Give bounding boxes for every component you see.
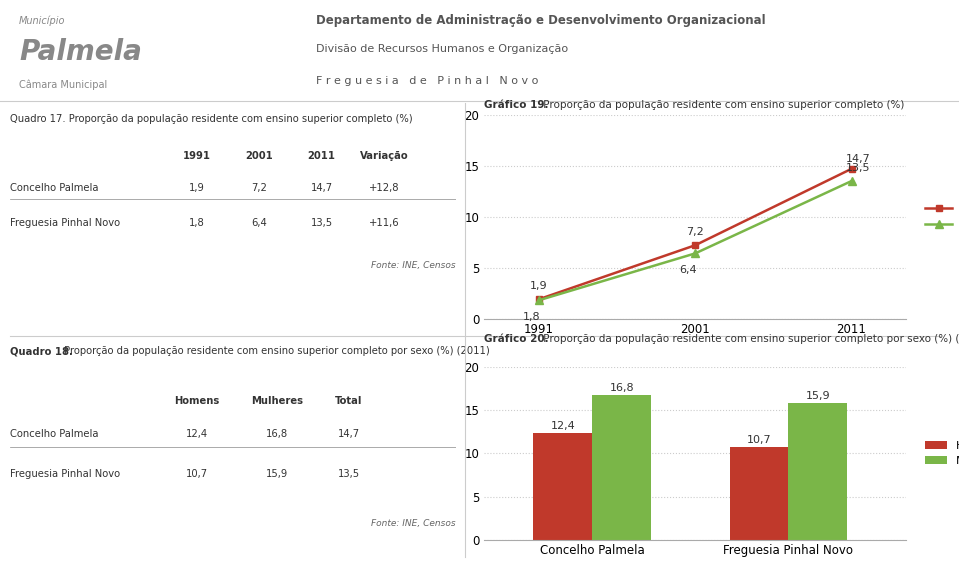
Bar	[593, 395, 651, 540]
Text: 16,8: 16,8	[609, 383, 634, 393]
Text: 13,5: 13,5	[311, 218, 333, 228]
Text: Concelho Palmela: Concelho Palmela	[10, 183, 98, 193]
Text: 16,8: 16,8	[266, 429, 289, 439]
Bar	[788, 403, 848, 540]
Text: 14,7: 14,7	[846, 154, 871, 164]
Text: 12,4: 12,4	[186, 429, 208, 439]
Text: Fonte: INE, Censos: Fonte: INE, Censos	[371, 261, 456, 270]
Text: 13,5: 13,5	[338, 470, 360, 479]
Concelho Palmela	[533, 296, 545, 302]
Text: Concelho Palmela: Concelho Palmela	[10, 429, 98, 439]
Text: 10,7: 10,7	[747, 435, 771, 445]
Text: 10,7: 10,7	[186, 470, 208, 479]
Text: F r e g u e s i a   d e   P i n h a l   N o v o: F r e g u e s i a d e P i n h a l N o v …	[316, 76, 539, 86]
Text: Proporção da população residente com ensino superior completo (%): Proporção da população residente com ens…	[540, 100, 904, 110]
Text: 14,7: 14,7	[338, 429, 360, 439]
Text: 14,7: 14,7	[311, 183, 333, 193]
Text: 2011: 2011	[308, 151, 336, 161]
Text: 1,9: 1,9	[530, 281, 548, 292]
Legend: Concelho Palmela, Freguesia Pinhal Novo: Concelho Palmela, Freguesia Pinhal Novo	[921, 199, 959, 234]
Legend: Homens, Mulheres: Homens, Mulheres	[921, 436, 959, 471]
Text: Município: Município	[19, 15, 65, 26]
Text: Quadro 17. Proporção da população residente com ensino superior completo (%): Quadro 17. Proporção da população reside…	[10, 114, 412, 124]
Freguesia Pinhal Novo	[846, 177, 857, 184]
Text: Fonte: INE, Censos: Fonte: INE, Censos	[371, 519, 456, 528]
Text: 1,8: 1,8	[189, 218, 205, 228]
Line: Concelho Palmela: Concelho Palmela	[535, 165, 855, 302]
Text: 15,9: 15,9	[266, 470, 289, 479]
Text: Homens: Homens	[175, 396, 220, 406]
Freguesia Pinhal Novo	[690, 250, 701, 257]
Text: Câmara Municipal: Câmara Municipal	[19, 79, 107, 90]
Text: +12,8: +12,8	[369, 183, 400, 193]
Text: Mulheres: Mulheres	[251, 396, 303, 406]
Text: Proporção da população residente com ensino superior completo por sexo (%) (2011: Proporção da população residente com ens…	[540, 335, 959, 344]
Text: Divisão de Recursos Humanos e Organização: Divisão de Recursos Humanos e Organizaçã…	[316, 44, 569, 53]
Text: 1,9: 1,9	[189, 183, 205, 193]
Text: +11,6: +11,6	[369, 218, 400, 228]
Text: 6,4: 6,4	[251, 218, 268, 228]
Bar	[730, 448, 788, 540]
Text: Gráfico 19.: Gráfico 19.	[484, 100, 549, 110]
Text: Proporção da população residente com ensino superior completo por sexo (%) (2011: Proporção da população residente com ens…	[60, 346, 490, 356]
Text: 1,8: 1,8	[524, 312, 541, 321]
Text: Quadro 18.: Quadro 18.	[10, 346, 73, 356]
Text: 15,9: 15,9	[806, 390, 830, 401]
Text: 1991: 1991	[183, 151, 211, 161]
Text: Palmela: Palmela	[19, 38, 142, 65]
Text: Gráfico 20.: Gráfico 20.	[484, 335, 549, 344]
Bar	[533, 433, 593, 540]
Text: Variação: Variação	[360, 151, 409, 161]
Text: 13,5: 13,5	[846, 164, 871, 173]
Text: Departamento de Administração e Desenvolvimento Organizacional: Departamento de Administração e Desenvol…	[316, 14, 766, 27]
Concelho Palmela	[690, 242, 701, 249]
Line: Freguesia Pinhal Novo: Freguesia Pinhal Novo	[535, 177, 855, 304]
Text: Freguesia Pinhal Novo: Freguesia Pinhal Novo	[10, 218, 120, 228]
Text: 7,2: 7,2	[687, 227, 704, 238]
Text: Total: Total	[335, 396, 363, 406]
Text: 7,2: 7,2	[251, 183, 268, 193]
Text: 2001: 2001	[246, 151, 273, 161]
Text: 12,4: 12,4	[550, 421, 575, 430]
Freguesia Pinhal Novo	[533, 297, 545, 304]
Text: Freguesia Pinhal Novo: Freguesia Pinhal Novo	[10, 470, 120, 479]
Text: 6,4: 6,4	[680, 265, 697, 275]
Concelho Palmela	[846, 165, 857, 172]
